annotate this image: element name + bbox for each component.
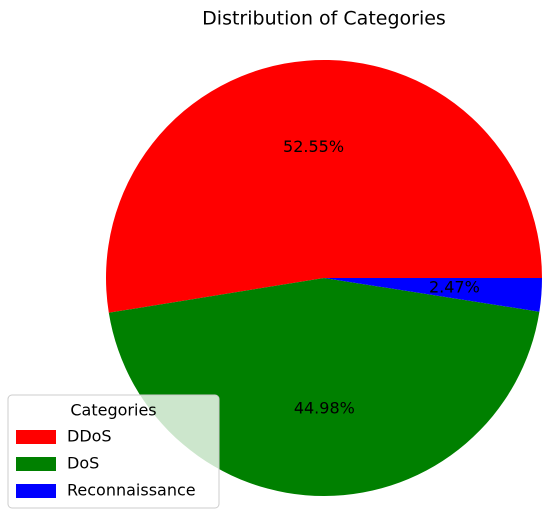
legend-swatch [16, 457, 56, 471]
slice-label: 44.98% [294, 398, 355, 417]
chart-title: Distribution of Categories [202, 8, 446, 30]
slice-label: 2.47% [429, 278, 480, 297]
legend-label: Reconnaissance [67, 481, 196, 500]
legend-label: DDoS [67, 427, 112, 446]
pie-slice [106, 59, 543, 313]
legend-swatch [16, 484, 56, 498]
slice-label: 52.55% [283, 137, 344, 156]
pie-slice [324, 278, 542, 312]
legend-box [7, 394, 220, 509]
legend-swatch [16, 430, 56, 444]
legend-title: Categories [70, 401, 156, 420]
legend-label: DoS [67, 454, 99, 473]
